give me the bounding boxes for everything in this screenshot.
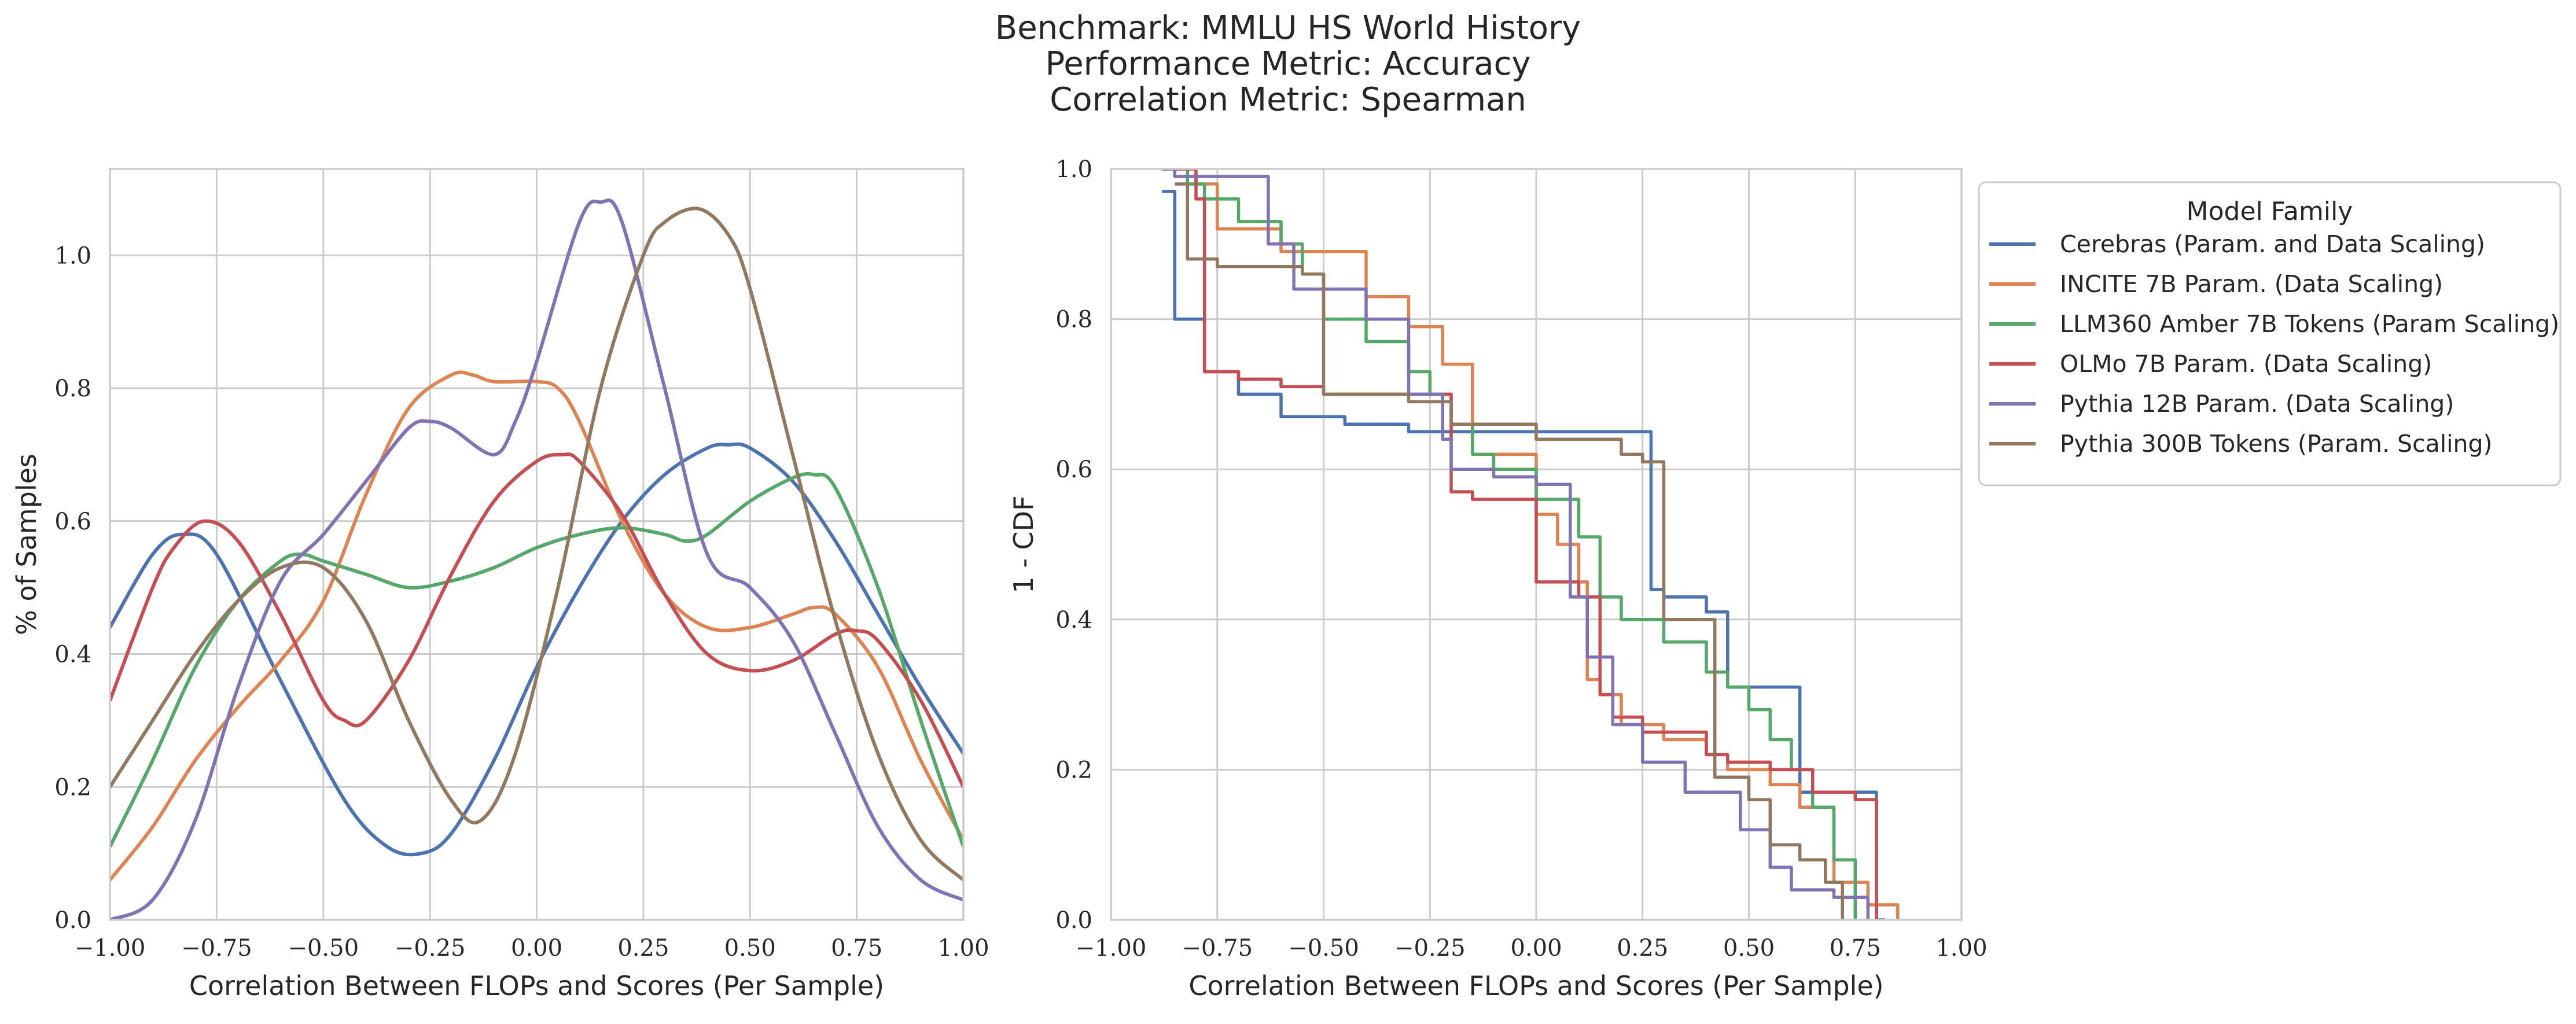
kde-xtick-label: 0.75 (831, 935, 882, 962)
cdf-xtick-label: 0.25 (1617, 935, 1668, 962)
cdf-ytick-label: 0.2 (1055, 757, 1092, 783)
legend-entry: Pythia 300B Tokens (Param. Scaling) (2060, 430, 2493, 458)
legend-entry: LLM360 Amber 7B Tokens (Param Scaling) (2060, 310, 2559, 338)
cdf-xlabel: Correlation Between FLOPs and Scores (Pe… (1188, 970, 1883, 1001)
legend-entry: Pythia 12B Param. (Data Scaling) (2060, 390, 2454, 418)
kde-ytick-label: 0.4 (54, 642, 91, 668)
legend-title: Model Family (2187, 197, 2353, 226)
kde-xtick-label: 1.00 (937, 935, 989, 962)
cdf-xtick-label: 0.75 (1830, 935, 1881, 962)
suptitle-line-1: Benchmark: MMLU HS World History (995, 9, 1581, 47)
kde-xlabel: Correlation Between FLOPs and Scores (Pe… (189, 970, 884, 1001)
suptitle-line-3: Correlation Metric: Spearman (1050, 81, 1526, 119)
kde-frame (109, 168, 965, 921)
kde-xtick-label: 0.25 (617, 935, 669, 962)
legend-entry: INCITE 7B Param. (Data Scaling) (2060, 270, 2443, 298)
cdf-series-3 (1175, 169, 1878, 920)
kde-xtick-label: 0.50 (724, 935, 776, 962)
kde-ytick-label: 0.6 (54, 509, 91, 535)
cdf-series-group (1162, 169, 1900, 920)
kde-series-4 (110, 198, 963, 920)
cdf-ylabel: 1 - CDF (1008, 495, 1039, 593)
kde-ytick-label: 1.0 (54, 242, 91, 269)
cdf-xtick-label: 0.50 (1723, 935, 1775, 962)
kde-xtick-label: 0.00 (511, 935, 562, 962)
cdf-series-2 (1162, 169, 1857, 920)
cdf-ytick-label: 0.0 (1055, 907, 1092, 934)
cdf-ytick-label: 0.6 (1055, 456, 1092, 483)
suptitle: Benchmark: MMLU HS World History Perform… (995, 9, 1581, 119)
cdf-series-0 (1162, 190, 1885, 920)
kde-xtick-label: −1.00 (75, 935, 146, 962)
kde-series-3 (110, 452, 963, 788)
kde-ylabel: % of Samples (11, 454, 42, 635)
cdf-frame (1110, 168, 1963, 921)
kde-series-1 (110, 370, 963, 881)
kde-plot: −1.00 −0.75 −0.50 −0.25 0.00 0.25 0.50 0.75 1.00… (11, 168, 989, 1001)
kde-ytick-label: 0.0 (54, 907, 91, 934)
kde-series-5 (110, 207, 963, 882)
cdf-xtick-label: 0.00 (1510, 935, 1562, 962)
cdf-xtick-label: 1.00 (1935, 935, 1987, 962)
legend-entry: OLMo 7B Param. (Data Scaling) (2060, 350, 2432, 378)
legend-frame (1978, 181, 2562, 487)
cdf-series-1 (1162, 169, 1900, 920)
cdf-xtick-label: −0.75 (1182, 935, 1253, 962)
cdf-ytick-label: 0.4 (1055, 607, 1092, 633)
suptitle-line-2: Performance Metric: Accuracy (1045, 45, 1530, 83)
cdf-series-4 (1162, 169, 1870, 920)
cdf-ytick-label: 1.0 (1055, 156, 1092, 183)
kde-xtick-label: −0.25 (395, 935, 466, 962)
kde-ytick-label: 0.8 (54, 375, 91, 402)
kde-series-group (110, 198, 963, 920)
survival-plot: −1.00 −0.75 −0.50 −0.25 0.00 0.25 0.50 0.75 1.00… (1008, 156, 1988, 1001)
kde-xtick-label: −0.50 (288, 935, 359, 962)
legend-entry: Cerebras (Param. and Data Scaling) (2060, 230, 2485, 258)
cdf-ytick-label: 0.8 (1055, 307, 1092, 333)
kde-ytick-label: 0.2 (54, 774, 91, 801)
kde-xtick-label: −0.75 (181, 935, 252, 962)
legend: Model Family Cerebras (Param. and Data Sc… (1978, 181, 2562, 487)
cdf-xtick-label: −1.00 (1076, 935, 1147, 962)
cdf-xtick-label: −0.50 (1288, 935, 1359, 962)
cdf-xtick-label: −0.25 (1394, 935, 1466, 962)
cdf-series-5 (1175, 182, 1844, 920)
